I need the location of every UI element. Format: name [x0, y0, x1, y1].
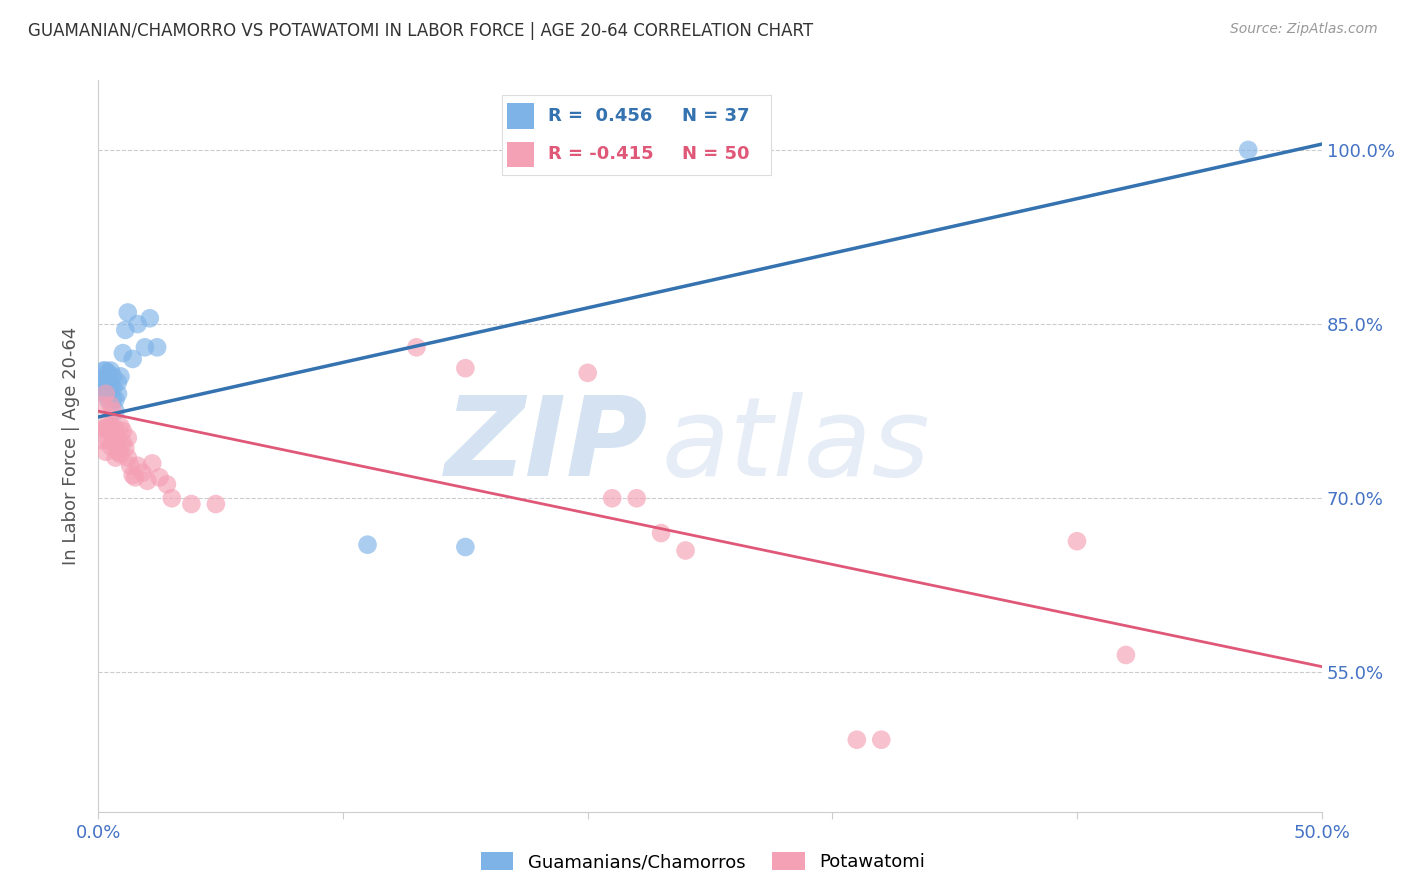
Point: [131, 466, 153, 480]
Point: [94, 381, 117, 395]
Point: [101, 369, 124, 384]
Point: [141, 457, 163, 471]
Point: [104, 435, 127, 450]
Point: [94, 386, 117, 401]
Point: [97, 421, 120, 435]
Point: [111, 435, 134, 450]
Text: GUAMANIAN/CHAMORRO VS POTAWATOMI IN LABOR FORCE | AGE 20-64 CORRELATION CHART: GUAMANIAN/CHAMORRO VS POTAWATOMI IN LABO…: [28, 22, 813, 40]
Point: [120, 458, 142, 473]
Point: [100, 363, 122, 377]
Point: [454, 540, 477, 554]
Point: [146, 340, 169, 354]
Point: [111, 424, 134, 438]
Point: [100, 439, 122, 453]
Point: [356, 538, 378, 552]
Point: [97, 416, 120, 430]
Point: [1066, 534, 1088, 549]
Point: [180, 497, 202, 511]
Point: [127, 458, 149, 473]
Legend: Guamanians/Chamorros, Potawatomi: Guamanians/Chamorros, Potawatomi: [474, 845, 932, 879]
Point: [576, 366, 599, 380]
Point: [870, 732, 893, 747]
Point: [454, 361, 477, 376]
Point: [91, 381, 114, 395]
Point: [600, 491, 623, 506]
Text: Source: ZipAtlas.com: Source: ZipAtlas.com: [1230, 22, 1378, 37]
Point: [100, 384, 122, 398]
Point: [139, 311, 162, 326]
Point: [107, 445, 129, 459]
Point: [1115, 648, 1137, 662]
Point: [94, 375, 117, 389]
Point: [94, 363, 117, 377]
Point: [101, 392, 124, 407]
Point: [90, 433, 112, 447]
Point: [97, 392, 120, 407]
Point: [94, 421, 117, 435]
Point: [91, 398, 114, 412]
Point: [107, 386, 129, 401]
Point: [121, 351, 143, 366]
Point: [114, 442, 136, 456]
Point: [97, 386, 120, 401]
Point: [205, 497, 228, 511]
Point: [405, 340, 427, 354]
Point: [626, 491, 648, 506]
Point: [845, 732, 868, 747]
Point: [107, 375, 129, 389]
Text: atlas: atlas: [661, 392, 929, 500]
Point: [100, 398, 122, 412]
Point: [107, 431, 129, 445]
Point: [97, 375, 120, 389]
Point: [100, 375, 122, 389]
Point: [136, 474, 159, 488]
Point: [1237, 143, 1260, 157]
Text: ZIP: ZIP: [446, 392, 650, 500]
Point: [110, 419, 132, 434]
Point: [121, 468, 143, 483]
Point: [101, 381, 124, 395]
Point: [101, 404, 124, 418]
Point: [114, 323, 136, 337]
Point: [91, 375, 114, 389]
Point: [100, 418, 122, 433]
Point: [117, 431, 139, 445]
Point: [124, 470, 146, 484]
Point: [134, 340, 156, 354]
Point: [117, 450, 139, 465]
Point: [104, 450, 127, 465]
Point: [149, 470, 172, 484]
Point: [101, 435, 124, 450]
Point: [94, 369, 117, 384]
Point: [91, 421, 114, 435]
Point: [94, 386, 117, 401]
Point: [94, 445, 117, 459]
Point: [156, 477, 179, 491]
Y-axis label: In Labor Force | Age 20-64: In Labor Force | Age 20-64: [62, 326, 80, 566]
Point: [127, 317, 149, 331]
Point: [90, 375, 112, 389]
Point: [101, 425, 124, 439]
Point: [104, 404, 127, 418]
Point: [104, 421, 127, 435]
Point: [160, 491, 183, 506]
Point: [97, 433, 120, 447]
Point: [111, 346, 134, 360]
Point: [110, 447, 132, 461]
Point: [110, 369, 132, 384]
Point: [650, 526, 672, 541]
Point: [104, 392, 127, 407]
Point: [117, 305, 139, 319]
Point: [675, 543, 697, 558]
Point: [91, 363, 114, 377]
Point: [97, 366, 120, 380]
